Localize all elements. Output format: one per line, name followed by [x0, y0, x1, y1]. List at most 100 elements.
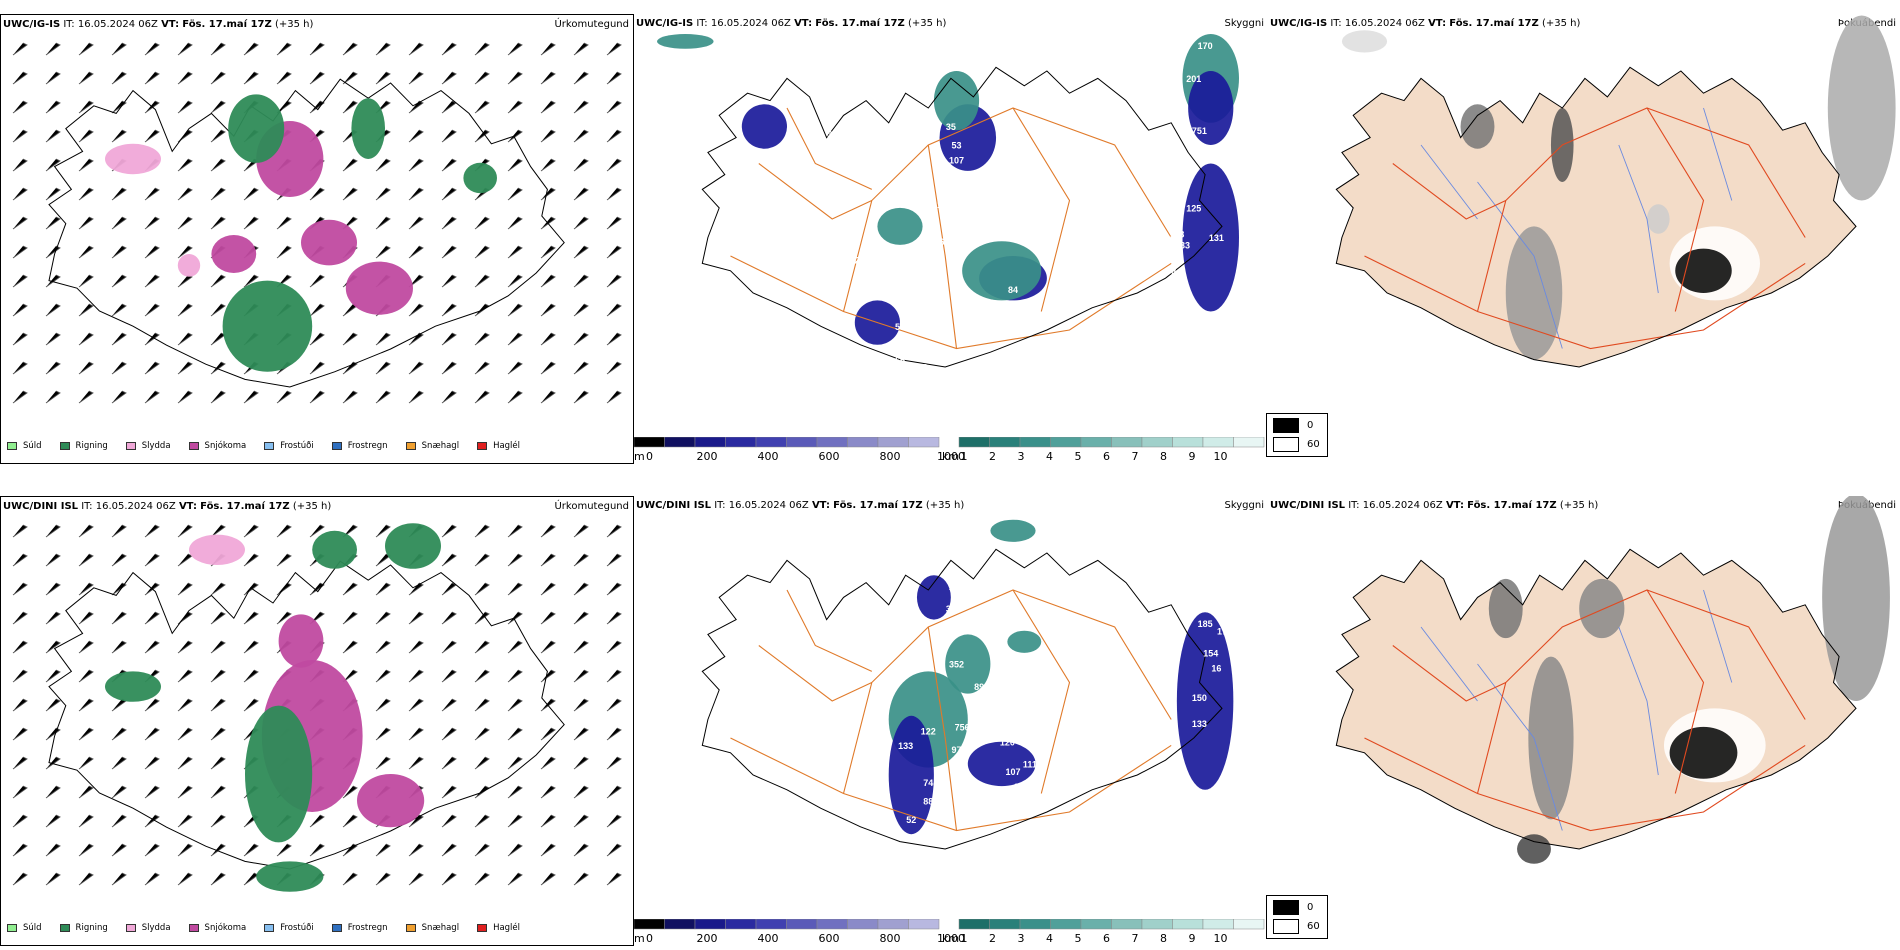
colorbar-tick: 6	[1103, 450, 1110, 463]
wind-barb	[375, 216, 391, 230]
wind-barb	[474, 390, 490, 404]
wind-barb	[441, 274, 457, 288]
wind-barb	[45, 390, 61, 404]
wind-barb	[375, 727, 391, 741]
panel-header: UWC/IG-IS IT: 16.05.2024 06Z VT: Fös. 17…	[1270, 18, 1581, 29]
wind-barb	[441, 756, 457, 770]
wind-barb	[507, 361, 523, 375]
wind-barb	[441, 332, 457, 346]
wind-barb	[177, 390, 193, 404]
wind-barb	[507, 129, 523, 143]
colorbar-unit: km	[942, 450, 959, 463]
wind-barb	[12, 756, 28, 770]
wind-barb	[78, 785, 94, 799]
wind-barb	[144, 698, 160, 712]
visibility-value-label: 34	[946, 604, 956, 614]
river-network	[1420, 107, 1733, 349]
wind-barb	[243, 582, 259, 596]
road	[842, 107, 1172, 312]
fog-area	[1647, 204, 1670, 234]
wind-barb	[441, 71, 457, 85]
wind-barb	[45, 785, 61, 799]
visibility-value-label: 11	[929, 826, 939, 836]
river	[1618, 626, 1659, 776]
colorbar-segment	[1111, 436, 1143, 448]
wind-barb	[210, 390, 226, 404]
wind-barb	[243, 216, 259, 230]
visibility-value-label: 30	[827, 130, 837, 140]
wind-barb	[177, 698, 193, 712]
legend-label: Rigning	[75, 923, 108, 933]
wind-barb	[606, 303, 622, 317]
visibility-value-label: 150	[1192, 693, 1207, 703]
colorbar-segment	[847, 918, 879, 930]
precip-sleet-area	[177, 254, 201, 277]
wind-barb	[342, 669, 358, 683]
wind-barb	[210, 669, 226, 683]
wind-barb	[441, 216, 457, 230]
precip-rain-area	[463, 162, 498, 194]
colorbar-tick: 400	[758, 932, 779, 945]
wind-barb	[540, 71, 556, 85]
colorbar-segment	[1172, 436, 1204, 448]
wind-barb	[507, 187, 523, 201]
wind-barb	[210, 42, 226, 56]
colorbar-segment	[816, 918, 848, 930]
visibility-value-label: 133	[1175, 241, 1190, 251]
fog-area	[1341, 30, 1388, 53]
visibility-value-label: 131	[1209, 233, 1224, 243]
visibility-value-label: 53	[940, 852, 950, 862]
wind-barb	[144, 611, 160, 625]
legend-label: Snæhagl	[421, 441, 460, 451]
wind-barb	[78, 582, 94, 596]
wind-barb	[573, 274, 589, 288]
legend-item: Frostregn	[331, 441, 388, 451]
wind-barb	[573, 245, 589, 259]
wind-barb	[243, 611, 259, 625]
precip-sleet-area	[105, 143, 161, 175]
fog-area	[1528, 656, 1574, 820]
wind-barb	[606, 872, 622, 886]
wind-barb	[573, 872, 589, 886]
fog-map	[1335, 15, 1896, 368]
wind-barb	[12, 303, 28, 317]
colorbar-tick: 1000	[937, 450, 965, 463]
visibility-map: 170 201 751 125 103 131 108 133 98 84 76 35 53 107 112…	[657, 34, 1239, 373]
colorbar-tick: 6	[1103, 932, 1110, 945]
legend-label: Haglél	[493, 441, 521, 451]
wind-barb	[573, 524, 589, 538]
wind-barb	[177, 71, 193, 85]
wind-barb	[342, 390, 358, 404]
legend-swatch	[331, 442, 342, 450]
road-network	[1364, 589, 1806, 832]
wind-barb	[243, 187, 259, 201]
wind-barb	[78, 332, 94, 346]
wind-barb	[573, 303, 589, 317]
colorbar-tick: 10	[1214, 932, 1228, 945]
visibility-panel-row2: UWC/DINI ISL IT: 16.05.2024 06Z VT: Fös.…	[634, 496, 1268, 946]
visibility-colorbar-row2: m 0 200 400 600 800 1000 km 1 2 3 4 5 6 7 8 9 10	[633, 918, 1274, 945]
wind-barb	[45, 669, 61, 683]
wind-barb	[12, 216, 28, 230]
wind-barb	[342, 187, 358, 201]
wind-barb	[78, 524, 94, 538]
wind-barb	[45, 698, 61, 712]
wind-barb	[177, 100, 193, 114]
wind-barb	[276, 524, 292, 538]
fog-key-item: 60	[1273, 437, 1321, 452]
wind-barb	[78, 669, 94, 683]
panel-header: UWC/DINI ISL IT: 16.05.2024 06Z VT: Fös.…	[1270, 500, 1599, 511]
legend-item: Haglél	[477, 923, 520, 933]
visibility-value-label: 181	[1215, 545, 1230, 555]
wind-barb	[342, 843, 358, 857]
river	[1703, 107, 1733, 201]
wind-barb	[12, 727, 28, 741]
iceland-coastline	[48, 78, 565, 388]
colorbar-tick: 4	[1046, 450, 1053, 463]
wind-barb	[177, 245, 193, 259]
wind-barb	[375, 332, 391, 346]
wind-barb	[375, 390, 391, 404]
wind-barb	[408, 187, 424, 201]
wind-barb	[12, 390, 28, 404]
visibility-value-label: 122	[921, 726, 936, 736]
